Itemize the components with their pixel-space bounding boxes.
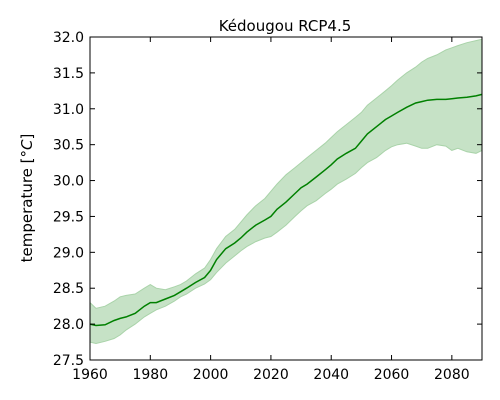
chart-title: Kédougou RCP4.5 <box>219 17 352 35</box>
y-axis-label-unit: °C <box>18 139 36 158</box>
mean-temperature-line <box>89 93 483 327</box>
y-tick-label: 28.0 <box>53 317 84 333</box>
y-axis-label-text: temperature [ <box>18 157 36 262</box>
x-tick-label: 2040 <box>313 367 349 383</box>
y-tick-label: 31.5 <box>53 66 84 82</box>
x-tick-label: 1960 <box>72 367 108 383</box>
y-tick-label: 29.0 <box>53 245 84 261</box>
x-tick-label: 2080 <box>434 367 470 383</box>
plot-frame <box>89 36 483 361</box>
y-tick-label: 27.5 <box>53 353 84 369</box>
y-axis-label: temperature [°C] <box>18 134 36 263</box>
y-axis-label-close: ] <box>18 134 36 140</box>
uncertainty-band <box>89 38 483 345</box>
y-tick-label: 32.0 <box>53 30 84 46</box>
y-tick-label: 30.0 <box>53 174 84 190</box>
x-tick-label: 1980 <box>132 367 168 383</box>
y-tick-label: 30.5 <box>53 138 84 154</box>
y-tick-label: 29.5 <box>53 209 84 225</box>
x-tick-label: 2000 <box>193 367 229 383</box>
x-tick-label: 2020 <box>253 367 289 383</box>
x-tick-label: 2060 <box>374 367 410 383</box>
y-tick-label: 31.0 <box>53 102 84 118</box>
y-tick-label: 28.5 <box>53 281 84 297</box>
